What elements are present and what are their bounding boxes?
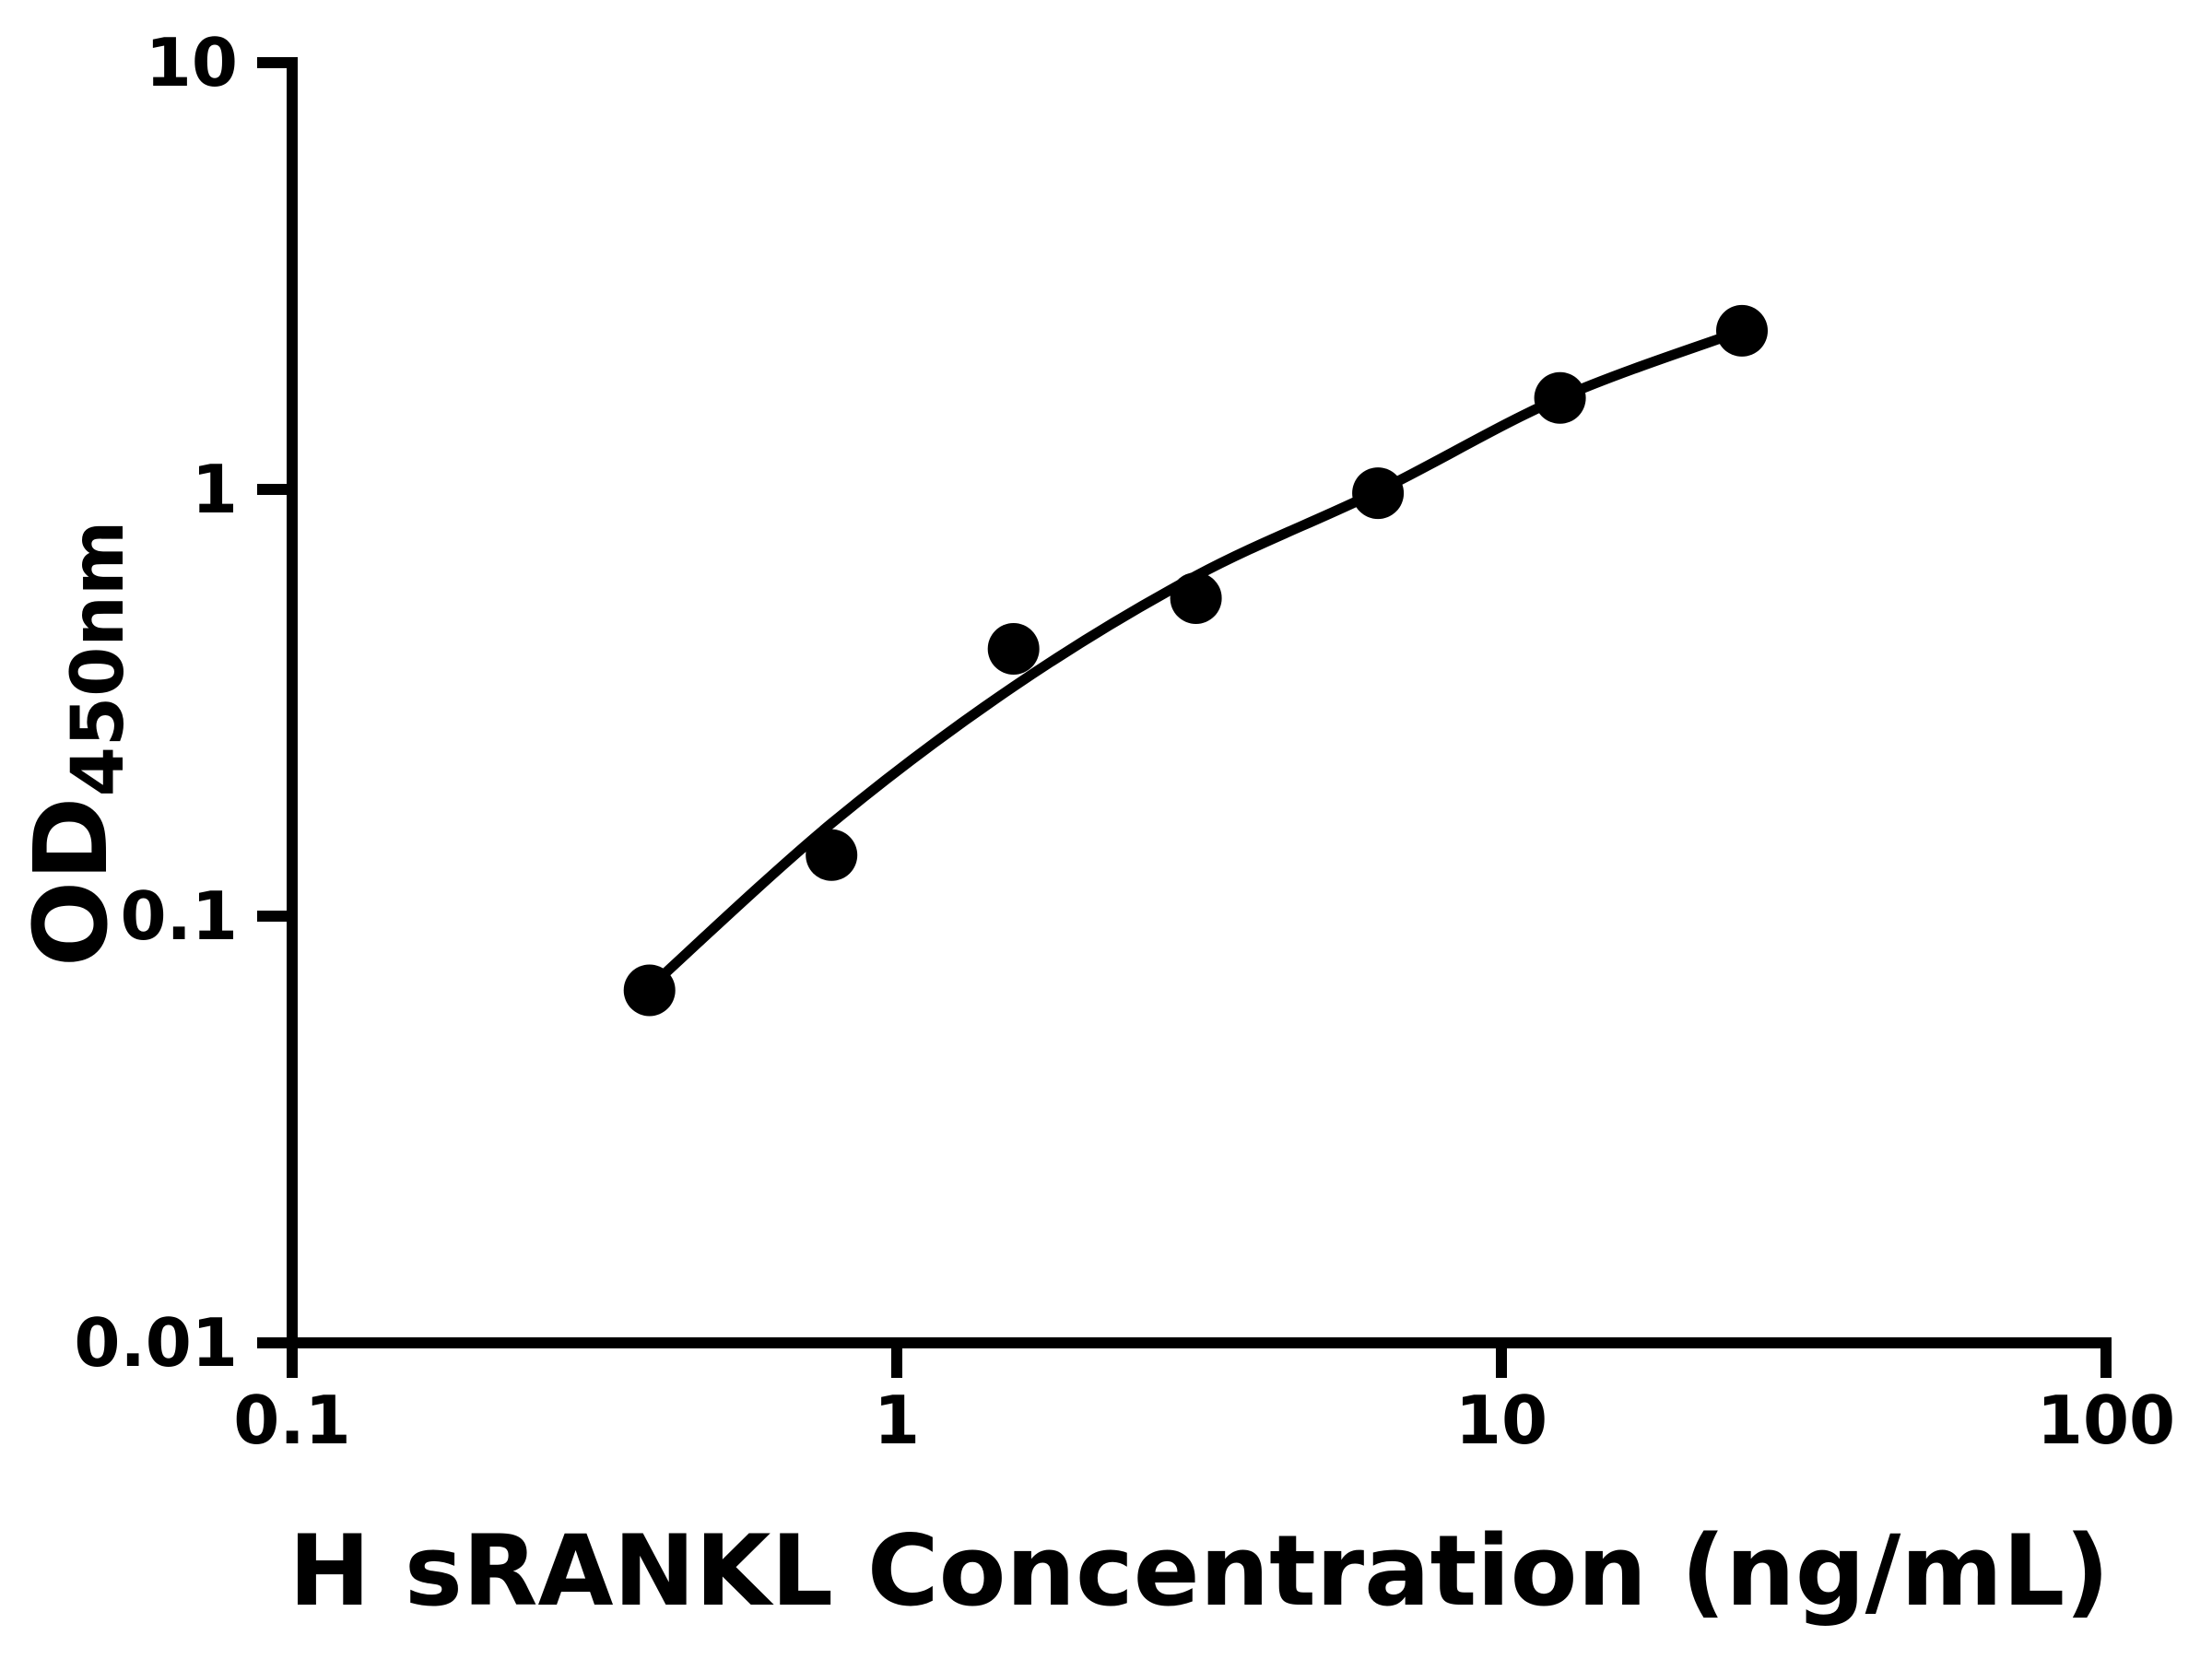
- data-point-marker: [1716, 304, 1768, 357]
- y-axis-title-main: OD: [12, 796, 130, 968]
- data-point-marker: [1170, 572, 1222, 624]
- data-point-marker: [1352, 467, 1405, 520]
- data-point-marker: [623, 964, 676, 1017]
- x-axis-title: H sRANKL Concentration (ng/mL): [288, 1514, 2110, 1628]
- data-point-marker: [806, 829, 858, 881]
- y-axis-title-subscript: 450nm: [57, 520, 140, 797]
- data-point-marker: [1534, 371, 1586, 424]
- y-tick-label: 0.01: [74, 1304, 238, 1382]
- y-tick-label: 1: [192, 451, 238, 528]
- fit-curve: [644, 325, 1747, 993]
- y-axis-title: OD450nm: [12, 521, 140, 967]
- x-tick-label: 100: [2037, 1382, 2175, 1459]
- x-tick-label: 0.1: [233, 1382, 351, 1459]
- x-tick-label: 10: [1455, 1382, 1547, 1459]
- y-tick-label: 10: [146, 24, 238, 101]
- x-tick-label: 1: [874, 1382, 920, 1459]
- y-tick-label: 0.1: [120, 877, 238, 955]
- data-point-marker: [987, 623, 1040, 675]
